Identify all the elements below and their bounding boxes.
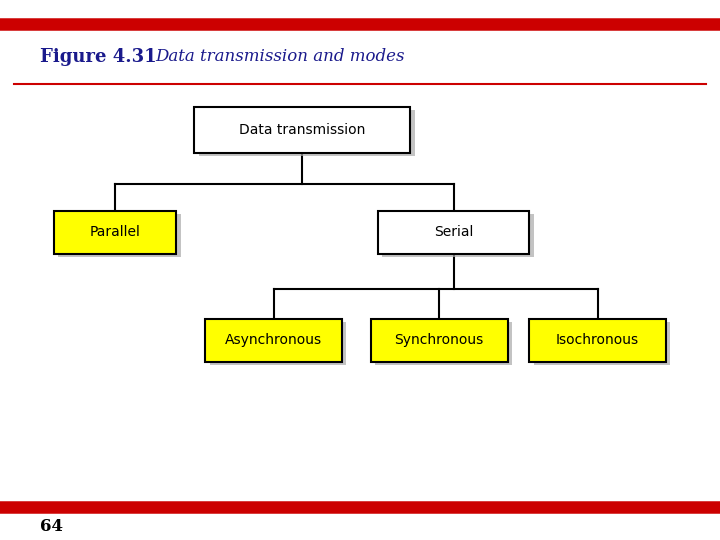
FancyBboxPatch shape: [54, 211, 176, 254]
FancyBboxPatch shape: [371, 319, 508, 362]
FancyBboxPatch shape: [534, 322, 670, 365]
Text: Figure 4.31: Figure 4.31: [40, 48, 156, 66]
Text: Data transmission: Data transmission: [239, 123, 366, 137]
FancyBboxPatch shape: [529, 319, 666, 362]
FancyBboxPatch shape: [199, 110, 415, 156]
Text: Data transmission and modes: Data transmission and modes: [155, 48, 405, 65]
Text: Synchronous: Synchronous: [395, 333, 484, 347]
FancyBboxPatch shape: [58, 214, 181, 257]
FancyBboxPatch shape: [378, 211, 529, 254]
Text: 64: 64: [40, 518, 63, 535]
FancyBboxPatch shape: [382, 214, 534, 257]
FancyBboxPatch shape: [210, 322, 346, 365]
FancyBboxPatch shape: [375, 322, 512, 365]
Text: Serial: Serial: [434, 225, 473, 239]
Text: Isochronous: Isochronous: [556, 333, 639, 347]
FancyBboxPatch shape: [205, 319, 342, 362]
Text: Asynchronous: Asynchronous: [225, 333, 322, 347]
FancyBboxPatch shape: [194, 106, 410, 152]
Text: Parallel: Parallel: [90, 225, 140, 239]
